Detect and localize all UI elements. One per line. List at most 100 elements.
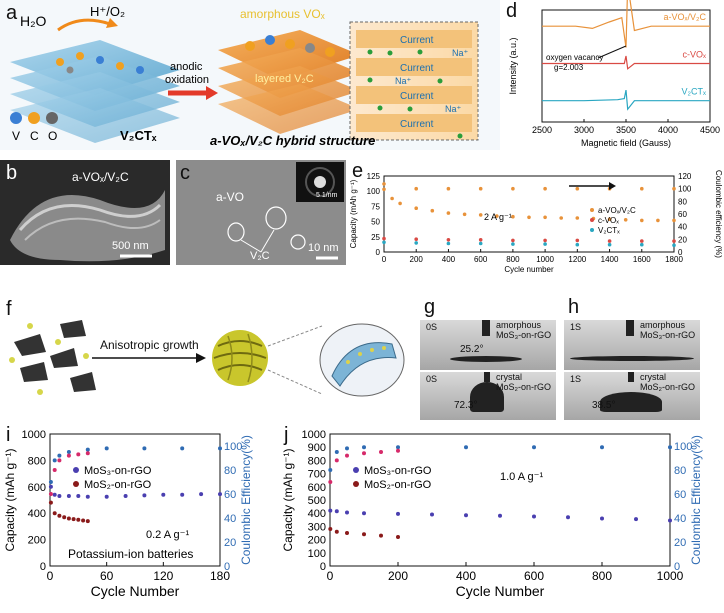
legend-label: MoS₂-on-rGO [84,479,152,491]
data-point-e [672,186,676,191]
epr-series-label: c-VOₓ [683,49,707,59]
panel-h: 1S amorphous MoS₃-on-rGO 1S crystal MoS₂… [564,296,700,420]
data-point-e [446,211,451,215]
data-point [85,451,90,456]
data-point [218,492,222,497]
data-point-e [527,215,531,220]
tem-amorphous-label: a-VO [216,190,245,204]
carbon-atom-icon [28,112,40,124]
hybrid-label: a-VOₓ/V₂C hybrid structure [210,133,375,148]
amorphous-label: amorphous VOₓ [240,7,325,21]
sem-image [10,190,165,262]
g-value-annotation: g=2.003 [554,63,584,72]
hybrid-sheets [218,30,360,134]
data-point [464,513,468,518]
x-tick-label-e: 600 [474,255,488,264]
data-point-e [398,201,402,206]
plot-frame [49,433,221,567]
data-point [66,453,71,458]
data-point [396,511,400,516]
x-tick-label: 200 [388,569,408,583]
data-point-e [672,218,676,223]
rate-label-i: 0.2 A g⁻¹ [146,529,189,541]
data-point [532,445,536,450]
droplet-image-h-bottom: 1S crystal MoS₂-on-rGO 38.5° [564,372,700,420]
legend-label: MoS₃-on-rGO [364,465,432,477]
x-tick-label-d: 3000 [574,125,594,135]
panel-a-illustration: H₂O H⁺/O₂ V C O V₂CTₓ anodic oxidation [0,0,500,150]
data-point [334,529,339,534]
rate-label-j: 1.0 A g⁻¹ [500,471,543,483]
panel-label-b: b [6,162,18,184]
y-tick-label: 600 [28,482,46,494]
atom-legend: V C O [10,112,58,143]
x-tick-label: 180 [210,569,230,583]
y-right-tick-label: 0 [224,561,230,573]
x-axis-label: Cycle Number [456,583,545,599]
data-point [668,518,672,523]
tem-image [227,162,344,260]
label-g-bottom-1: crystal [496,372,523,382]
data-point [180,492,185,497]
data-point [634,517,638,522]
legend-marker [353,467,359,473]
x-tick-label-d: 2500 [532,125,552,135]
na-label-3: Na⁺ [445,104,462,114]
data-point [142,446,147,451]
data-point [57,453,62,458]
data-point [76,452,81,457]
epr-chart: 2500 3000 3500 4000 4500 Magnetic field (Gaus… [508,0,720,148]
data-point [328,468,333,472]
data-point [498,513,502,518]
data-point-e [414,241,418,245]
x-tick-label: 800 [592,569,612,583]
data-point [161,492,166,497]
data-point-e [511,242,515,246]
inset-scale: 5 1/nm [316,192,338,199]
y-right-tick-label: 80 [224,465,236,477]
x-tick-label-e: 200 [410,255,424,264]
y-tick-label: 800 [308,455,326,467]
cycling-chart-j: 0 200 400 600 800 100001002003004005006007008… [281,429,703,599]
time-h-top: 1S [570,322,582,332]
data-point-e [390,196,394,201]
x-axis-label-e: Cycle number [504,265,554,274]
data-point-e [430,208,435,213]
panel-label-f: f [6,298,12,320]
angle-g-top: 25.2° [460,344,484,355]
x-tick-label-e: 1000 [536,255,554,264]
data-point [362,445,366,450]
data-point-e [607,242,612,247]
legend-v: V [12,129,20,143]
y-right-tick-label: 60 [224,489,236,501]
data-point [345,446,349,451]
data-point [379,533,383,538]
data-point [76,517,81,522]
x-tick-label-e: 1200 [568,255,586,264]
data-point-e [640,186,644,191]
growth-arrowhead-icon [196,353,206,363]
data-point [52,458,57,463]
legend-label-e: a-VOₓ/V₂C [598,206,636,215]
y-right-axis-label: Coulombic Efficiency(%) [689,435,703,565]
cycling-chart-i: 0 60 120 18002004006008001000020406080100Cy… [3,429,253,599]
label-h-bottom-2: MoS₂-on-rGO [640,382,696,392]
panel-d: 2500 3000 3500 4000 4500 Magnetic field (Gaus… [502,0,724,162]
epr-series-label: a-VOₓ/V₂C [664,12,707,22]
y-right-tick-label-e: 20 [678,235,687,244]
y-right-tick-label-e: 120 [678,172,692,181]
x-tick-label-e: 1800 [665,255,683,264]
data-point [85,519,90,524]
time-g-top: 0S [426,322,438,332]
angle-h-bottom: 38.5° [592,400,616,411]
reaction-arrowhead [106,18,118,28]
data-point-e [382,240,386,245]
rate-label-e: 2 A g⁻¹ [484,212,512,222]
y-tick-label: 0 [320,561,326,573]
data-point [464,445,468,450]
data-point-e [672,243,676,248]
x-tick-label: 0 [47,569,54,583]
legend-marker-e [590,228,594,232]
y-axis-label-d: Intensity (a.u.) [508,37,518,94]
data-point [48,480,53,484]
